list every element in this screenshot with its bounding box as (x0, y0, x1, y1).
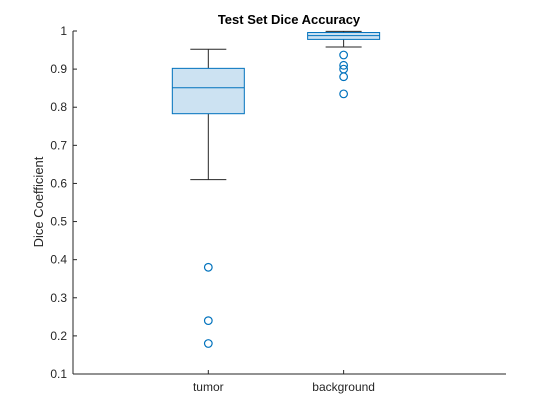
outlier-point-tumor (203, 339, 213, 348)
y-tick-label: 0.5 (50, 215, 67, 229)
outlier-point-tumor (203, 262, 213, 272)
chart-title: Test Set Dice Accuracy (218, 12, 361, 27)
outlier-point-tumor (203, 316, 213, 326)
y-tick-label: 0.1 (50, 367, 67, 381)
y-tick-label: 0.2 (50, 329, 67, 343)
y-tick-label: 0.7 (50, 138, 67, 152)
plot-area: 0.1 0.2 0.3 0.4 0.5 0.6 0.7 0.8 0.9 1 tumor backgro… (50, 24, 506, 394)
x-tick-label: background (312, 380, 375, 394)
y-axis-title: Dice Coefficient (31, 156, 46, 247)
y-tick-label: 0.6 (50, 176, 67, 190)
box-tumor (171, 67, 245, 115)
outlier-point-background (339, 50, 349, 60)
x-tick-label: tumor (193, 380, 224, 394)
outlier-point-background (339, 72, 349, 82)
y-tick-label: 0.3 (50, 291, 67, 305)
y-tick-label: 0.8 (50, 100, 67, 114)
y-tick-label: 0.4 (50, 253, 67, 267)
outlier-point-background (339, 60, 349, 70)
y-tick-label: 0.9 (50, 62, 67, 76)
outlier-point-background (339, 89, 349, 99)
y-tick-label: 1 (60, 24, 67, 38)
